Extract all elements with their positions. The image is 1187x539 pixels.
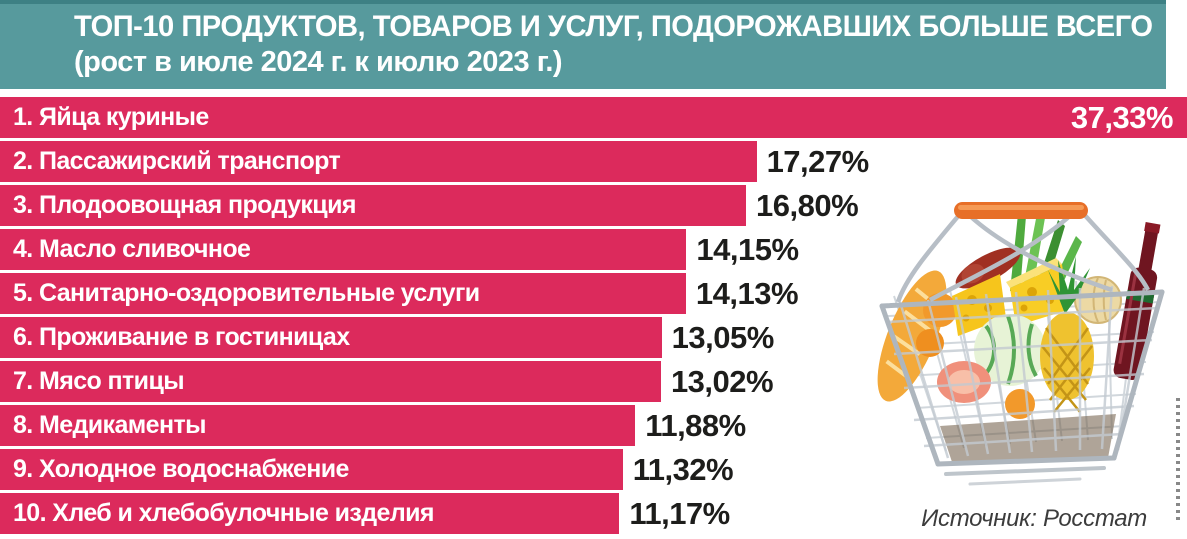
bar-row: 8. Медикаменты 11,88% — [0, 405, 1187, 446]
bar-label: 10. Хлеб и хлебобулочные изделия — [13, 499, 434, 527]
bar: 4. Масло сливочное — [0, 229, 687, 270]
bar-value: 13,02% — [670, 363, 774, 399]
bar-row: 7. Мясо птицы 13,02% — [0, 361, 1187, 402]
header: ТОП-10 ПРОДУКТОВ, ТОВАРОВ И УСЛУГ, ПОДОР… — [0, 0, 1166, 89]
bar-row: 10. Хлеб и хлебобулочные изделия 11,17% — [0, 493, 1187, 534]
bar-value: 13,05% — [671, 319, 775, 355]
bar-row: 3. Плодоовощная продукция 16,80% — [0, 185, 1187, 226]
bar-label: 4. Масло сливочное — [13, 235, 251, 263]
bar-label: 5. Санитарно-оздоровительные услуги — [13, 279, 480, 307]
bar-label: 7. Мясо птицы — [13, 367, 185, 395]
grocery-basket-illustration — [860, 196, 1185, 496]
bar: 9. Холодное водоснабжение — [0, 449, 623, 490]
bar-row: 6. Проживание в гостиницах 13,05% — [0, 317, 1187, 358]
bar-label: 1. Яйца куриные — [13, 103, 209, 131]
bar-label: 8. Медикаменты — [13, 411, 206, 439]
chart-title: ТОП-10 ПРОДУКТОВ, ТОВАРОВ И УСЛУГ, ПОДОР… — [74, 10, 1153, 43]
bar: 8. Медикаменты — [0, 405, 636, 446]
bar-value: 11,17% — [629, 495, 730, 531]
bar-value: 17,27% — [766, 143, 870, 179]
bar-row: 2. Пассажирский транспорт 17,27% — [0, 141, 1187, 182]
bar: 10. Хлеб и хлебобулочные изделия — [0, 493, 620, 534]
bar: 6. Проживание в гостиницах — [0, 317, 662, 358]
bar-row: 1. Яйца куриные 37,33% — [0, 97, 1187, 138]
bar-label: 9. Холодное водоснабжение — [13, 455, 349, 483]
source-credit: Источник: Росстат — [921, 505, 1147, 532]
bar-value: 14,13% — [695, 275, 799, 311]
bar: 1. Яйца куриные 37,33% — [0, 97, 1187, 138]
vertical-credit-marks — [1176, 398, 1180, 524]
chart-subtitle: (рост в июле 2024 г. к июлю 2023 г.) — [74, 46, 563, 78]
bar-label: 2. Пассажирский транспорт — [13, 147, 341, 175]
bar-row: 4. Масло сливочное 14,15% — [0, 229, 1187, 270]
bar: 7. Мясо птицы — [0, 361, 661, 402]
grocery-basket-icon — [877, 202, 1165, 486]
bar: 3. Плодоовощная продукция — [0, 185, 746, 226]
bar-chart: 1. Яйца куриные 37,33% 2. Пассажирский т… — [0, 97, 1187, 534]
bar-value: 11,88% — [645, 407, 746, 443]
bar-row: 5. Санитарно-оздоровительные услуги 14,1… — [0, 273, 1187, 314]
bar: 5. Санитарно-оздоровительные услуги — [0, 273, 686, 314]
bar-label: 3. Плодоовощная продукция — [13, 191, 356, 219]
bar-value: 11,32% — [632, 451, 734, 487]
bar: 2. Пассажирский транспорт — [0, 141, 757, 182]
bar-value: 16,80% — [756, 187, 859, 223]
bar-value: 37,33% — [1070, 99, 1174, 135]
bar-label: 6. Проживание в гостиницах — [13, 323, 350, 351]
bar-value: 14,15% — [696, 231, 799, 267]
bar-row: 9. Холодное водоснабжение 11,32% — [0, 449, 1187, 490]
